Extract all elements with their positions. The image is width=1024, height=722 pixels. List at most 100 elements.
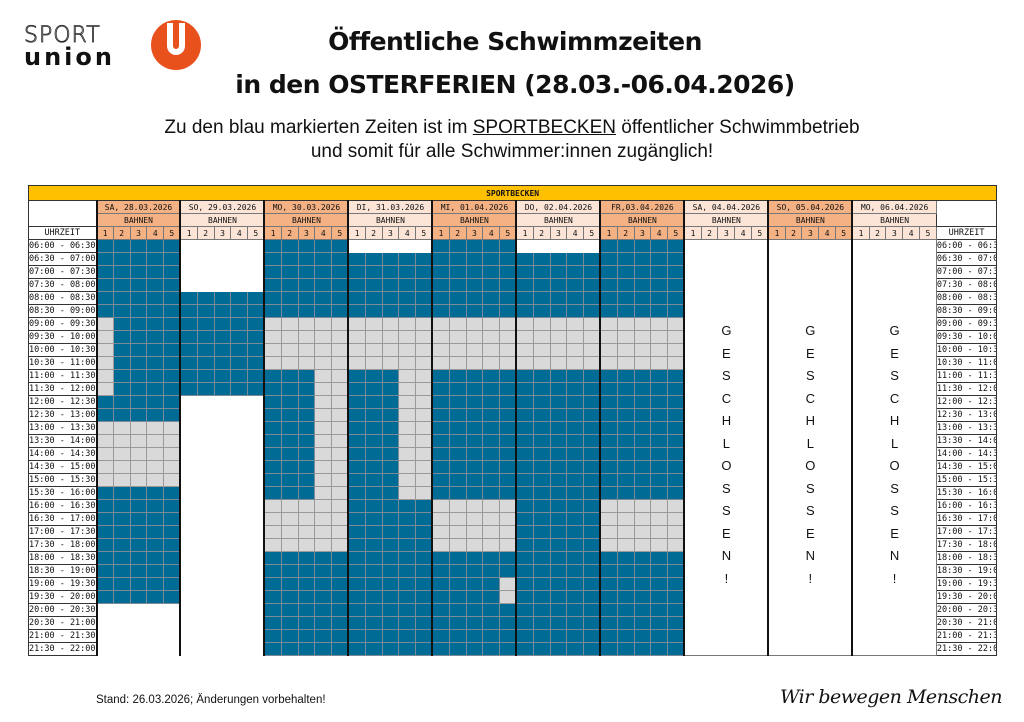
public-swim-slot — [616, 447, 635, 461]
public-swim-slot — [633, 304, 652, 318]
public-swim-slot — [364, 460, 383, 474]
public-swim-slot — [196, 317, 215, 331]
reserved-slot — [566, 317, 585, 331]
public-swim-slot — [112, 551, 131, 565]
public-swim-slot — [146, 408, 165, 422]
public-swim-slot — [112, 239, 131, 253]
public-swim-slot — [163, 382, 181, 396]
no-operation-slot — [213, 577, 232, 591]
no-operation-slot — [196, 239, 215, 253]
public-swim-slot — [398, 642, 417, 656]
time-slot: 10:00 - 10:30 — [28, 343, 97, 357]
reserved-slot — [515, 317, 534, 331]
public-swim-slot — [280, 434, 299, 448]
public-swim-slot — [599, 434, 618, 448]
public-swim-slot — [515, 408, 534, 422]
reserved-slot — [314, 512, 333, 526]
lane-number: 2 — [364, 226, 383, 240]
public-swim-slot — [650, 434, 669, 448]
lane-number: 3 — [213, 226, 232, 240]
public-swim-slot — [549, 486, 568, 500]
public-swim-slot — [465, 421, 484, 435]
public-swim-slot — [616, 642, 635, 656]
time-slot: 08:30 - 09:00 — [28, 304, 97, 318]
public-swim-slot — [280, 408, 299, 422]
time-slot-right: 13:00 - 13:30 — [935, 421, 998, 435]
no-operation-slot — [196, 408, 215, 422]
public-swim-slot — [146, 356, 165, 370]
reserved-slot — [381, 356, 400, 370]
public-swim-slot — [566, 434, 585, 448]
reserved-slot — [398, 486, 417, 500]
lane-number: 4 — [902, 226, 921, 240]
reserved-slot — [415, 382, 433, 396]
reserved-slot — [163, 434, 181, 448]
public-swim-slot — [633, 629, 652, 643]
public-swim-slot — [549, 629, 568, 643]
public-swim-slot — [515, 512, 534, 526]
time-slot: 15:30 - 16:00 — [28, 486, 97, 500]
public-swim-slot — [263, 473, 282, 487]
public-swim-slot — [566, 486, 585, 500]
public-swim-slot — [297, 603, 316, 617]
public-swim-slot — [650, 291, 669, 305]
public-swim-slot — [415, 525, 433, 539]
public-swim-slot — [364, 304, 383, 318]
reserved-slot — [331, 421, 349, 435]
reserved-slot — [331, 382, 349, 396]
lane-number: 4 — [482, 226, 501, 240]
public-swim-slot — [566, 291, 585, 305]
public-swim-slot — [499, 408, 517, 422]
public-swim-slot — [381, 252, 400, 266]
public-swim-slot — [297, 473, 316, 487]
public-swim-slot — [431, 616, 450, 630]
public-swim-slot — [465, 551, 484, 565]
public-swim-slot — [314, 590, 333, 604]
public-swim-slot — [95, 512, 114, 526]
public-swim-slot — [566, 395, 585, 409]
no-operation-slot — [213, 603, 232, 617]
reserved-slot — [667, 330, 685, 344]
no-operation-slot — [247, 538, 265, 552]
public-swim-slot — [532, 551, 551, 565]
public-swim-slot — [431, 304, 450, 318]
no-operation-slot — [532, 239, 551, 253]
reserved-slot — [297, 330, 316, 344]
reserved-slot — [633, 525, 652, 539]
no-operation-slot — [230, 265, 249, 279]
time-slot: 11:30 - 12:00 — [28, 382, 97, 396]
public-swim-slot — [381, 278, 400, 292]
public-swim-slot — [146, 512, 165, 526]
reserved-slot — [415, 395, 433, 409]
public-swim-slot — [347, 304, 366, 318]
public-swim-slot — [482, 408, 501, 422]
reserved-slot — [650, 330, 669, 344]
time-slot: 07:00 - 07:30 — [28, 265, 97, 279]
public-swim-slot — [381, 525, 400, 539]
reserved-slot — [112, 473, 131, 487]
public-swim-slot — [364, 278, 383, 292]
reserved-slot — [549, 356, 568, 370]
reserved-slot — [616, 499, 635, 513]
public-swim-slot — [515, 642, 534, 656]
no-operation-slot — [247, 603, 265, 617]
public-swim-slot — [599, 590, 618, 604]
public-swim-slot — [146, 551, 165, 565]
public-swim-slot — [364, 564, 383, 578]
public-swim-slot — [431, 239, 450, 253]
reserved-slot — [112, 460, 131, 474]
public-swim-slot — [347, 408, 366, 422]
public-swim-slot — [583, 590, 601, 604]
public-swim-slot — [599, 460, 618, 474]
reserved-slot — [482, 512, 501, 526]
reserved-slot — [599, 343, 618, 357]
public-swim-slot — [532, 369, 551, 383]
public-swim-slot — [566, 538, 585, 552]
reserved-slot — [599, 330, 618, 344]
public-swim-slot — [499, 239, 517, 253]
no-operation-slot — [196, 434, 215, 448]
public-swim-slot — [112, 304, 131, 318]
public-swim-slot — [364, 473, 383, 487]
public-swim-slot — [230, 291, 249, 305]
no-operation-slot — [163, 642, 181, 656]
